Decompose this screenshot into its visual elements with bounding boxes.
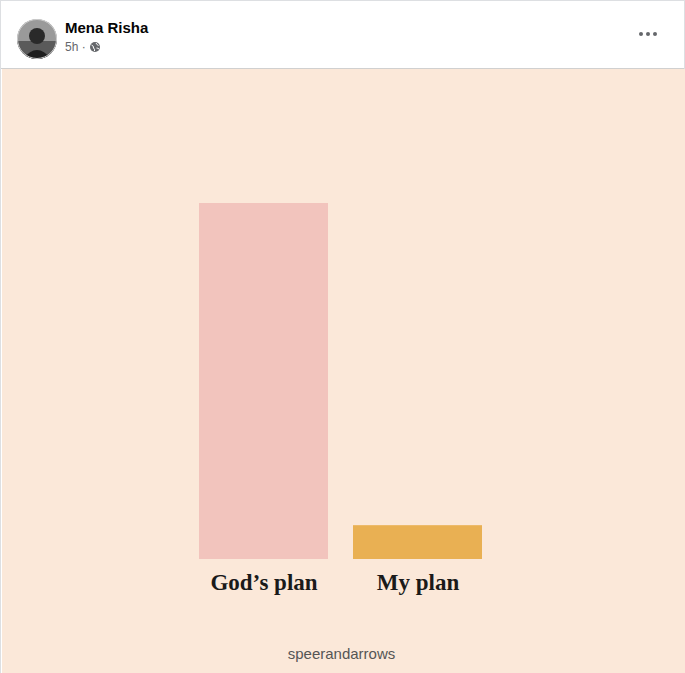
svg-text:God’s plan: God’s plan [210, 570, 317, 595]
svg-text:My plan: My plan [377, 570, 460, 595]
html-text:5h ·: 5h · [65, 40, 86, 54]
svg-text:speerandarrows: speerandarrows [288, 645, 396, 662]
html-text:Mena Risha: Mena Risha [65, 19, 149, 36]
